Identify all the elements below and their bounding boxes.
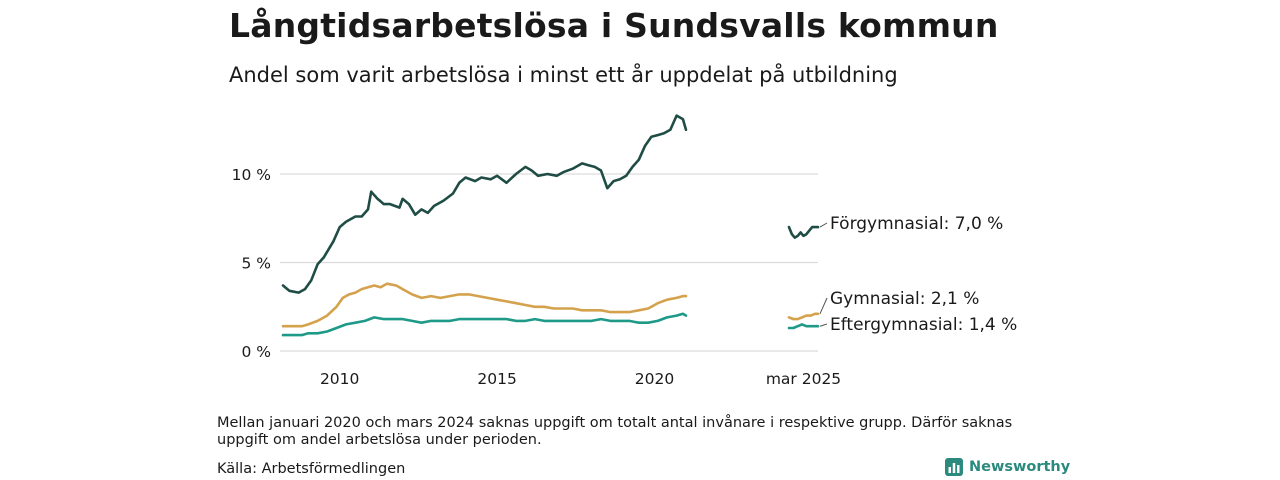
series-end-label: Gymnasial: 2,1 % <box>830 289 979 309</box>
series-recent-eftergymnasial <box>787 323 820 330</box>
line-chart: 0 % 5 % 10 % 2010 2015 2020 mar 2025 Förgymnasi… <box>232 114 1017 388</box>
footnote: Mellan januari 2020 och mars 2024 saknas… <box>217 415 1013 448</box>
source-text: Källa: Arbetsförmedlingen <box>217 461 406 477</box>
label-leader-line <box>819 222 828 228</box>
x-tick-label: 2020 <box>635 370 674 388</box>
x-tick-label: 2015 <box>477 370 516 388</box>
y-tick-label: 10 % <box>232 166 271 184</box>
x-tick-label: 2010 <box>320 370 359 388</box>
series-end-label: Eftergymnasial: 1,4 % <box>830 315 1017 335</box>
series-end-label: Förgymnasial: 7,0 % <box>830 214 1003 234</box>
logo-text: Newsworthy <box>969 459 1071 475</box>
chart-title: Långtidsarbetslösa i Sundsvalls kommun <box>229 6 999 45</box>
label-leader-line <box>819 323 828 327</box>
y-tick-label: 0 % <box>241 343 271 361</box>
series-line-gymnasial <box>281 282 688 328</box>
newsworthy-logo[interactable]: Newsworthy <box>945 458 1070 476</box>
series-recent-förgymnasial <box>787 225 820 239</box>
chart-subtitle: Andel som varit arbetslösa i minst ett å… <box>229 63 898 87</box>
series-line-förgymnasial <box>281 114 688 294</box>
label-leader-line <box>819 297 828 315</box>
x-tick-label-recent: mar 2025 <box>766 370 841 388</box>
y-tick-label: 5 % <box>241 255 271 273</box>
series-recent-gymnasial <box>787 312 820 321</box>
bar-chart-logo-icon <box>945 458 963 476</box>
series-line-eftergymnasial <box>281 312 688 337</box>
